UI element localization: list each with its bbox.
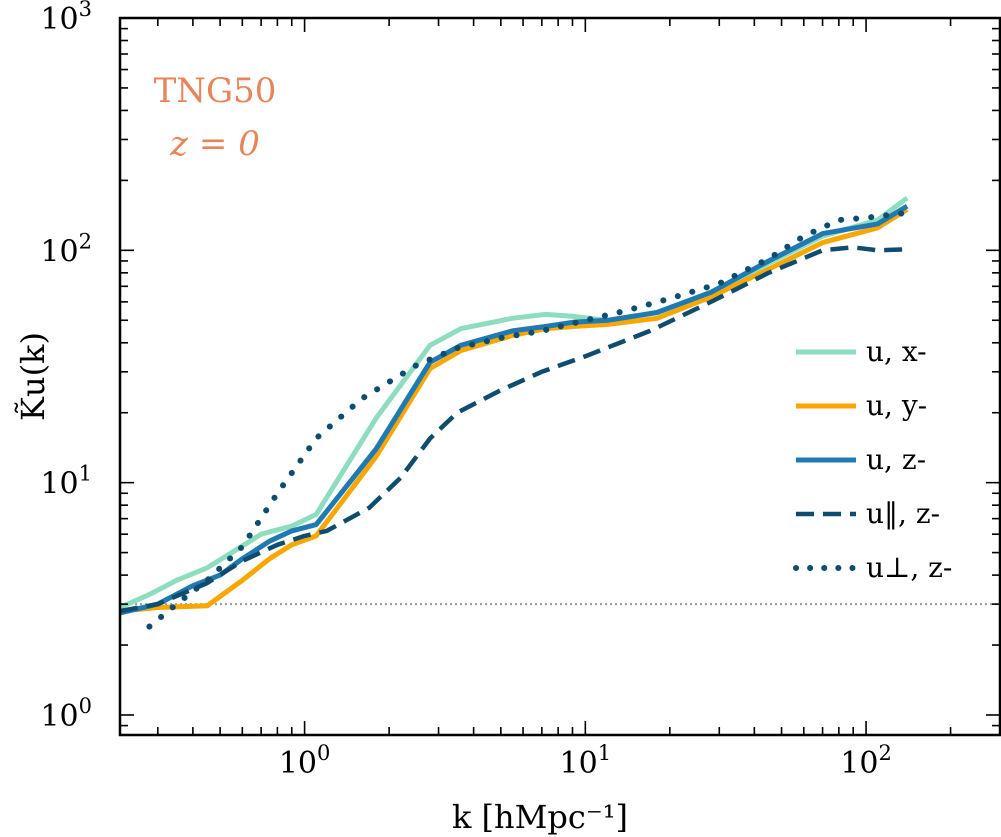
plot-clipped [120,195,1000,630]
legend-label-3: u‖, z- [866,497,940,530]
legend: u, x-u, y-u, z-u‖, z-u⊥, z- [793,335,952,584]
y-tick-label: 101 [40,462,92,502]
annotations: TNG50 z = 0 [154,71,277,164]
y-tick-label: 102 [40,229,92,269]
x-tick-label: 102 [840,741,892,781]
plot-area [120,195,1000,630]
series-line-3 [120,245,908,614]
legend-label-2: u, z- [866,443,926,476]
legend-label-4: u⊥, z- [866,551,952,584]
legend-label-1: u, y- [866,389,927,422]
y-tick-label: 100 [40,694,92,734]
x-axis-label: k [hMpc⁻¹] [452,798,628,836]
y-axis-label: K̃u(k) [14,332,52,421]
axes: 100 101 102 100 101 102 103 k [hMpc⁻¹] K̃u(k) [14,0,1001,836]
plot-frame [118,16,1001,737]
y-tick-label: 103 [40,0,92,37]
series-line-4 [146,209,911,630]
x-tick-label: 100 [279,741,331,781]
annotation-redshift: z = 0 [169,124,260,164]
series-line-2 [120,203,909,616]
legend-label-0: u, x- [866,335,927,368]
annotation-sim: TNG50 [154,71,277,111]
x-tick-label: 101 [560,741,612,781]
